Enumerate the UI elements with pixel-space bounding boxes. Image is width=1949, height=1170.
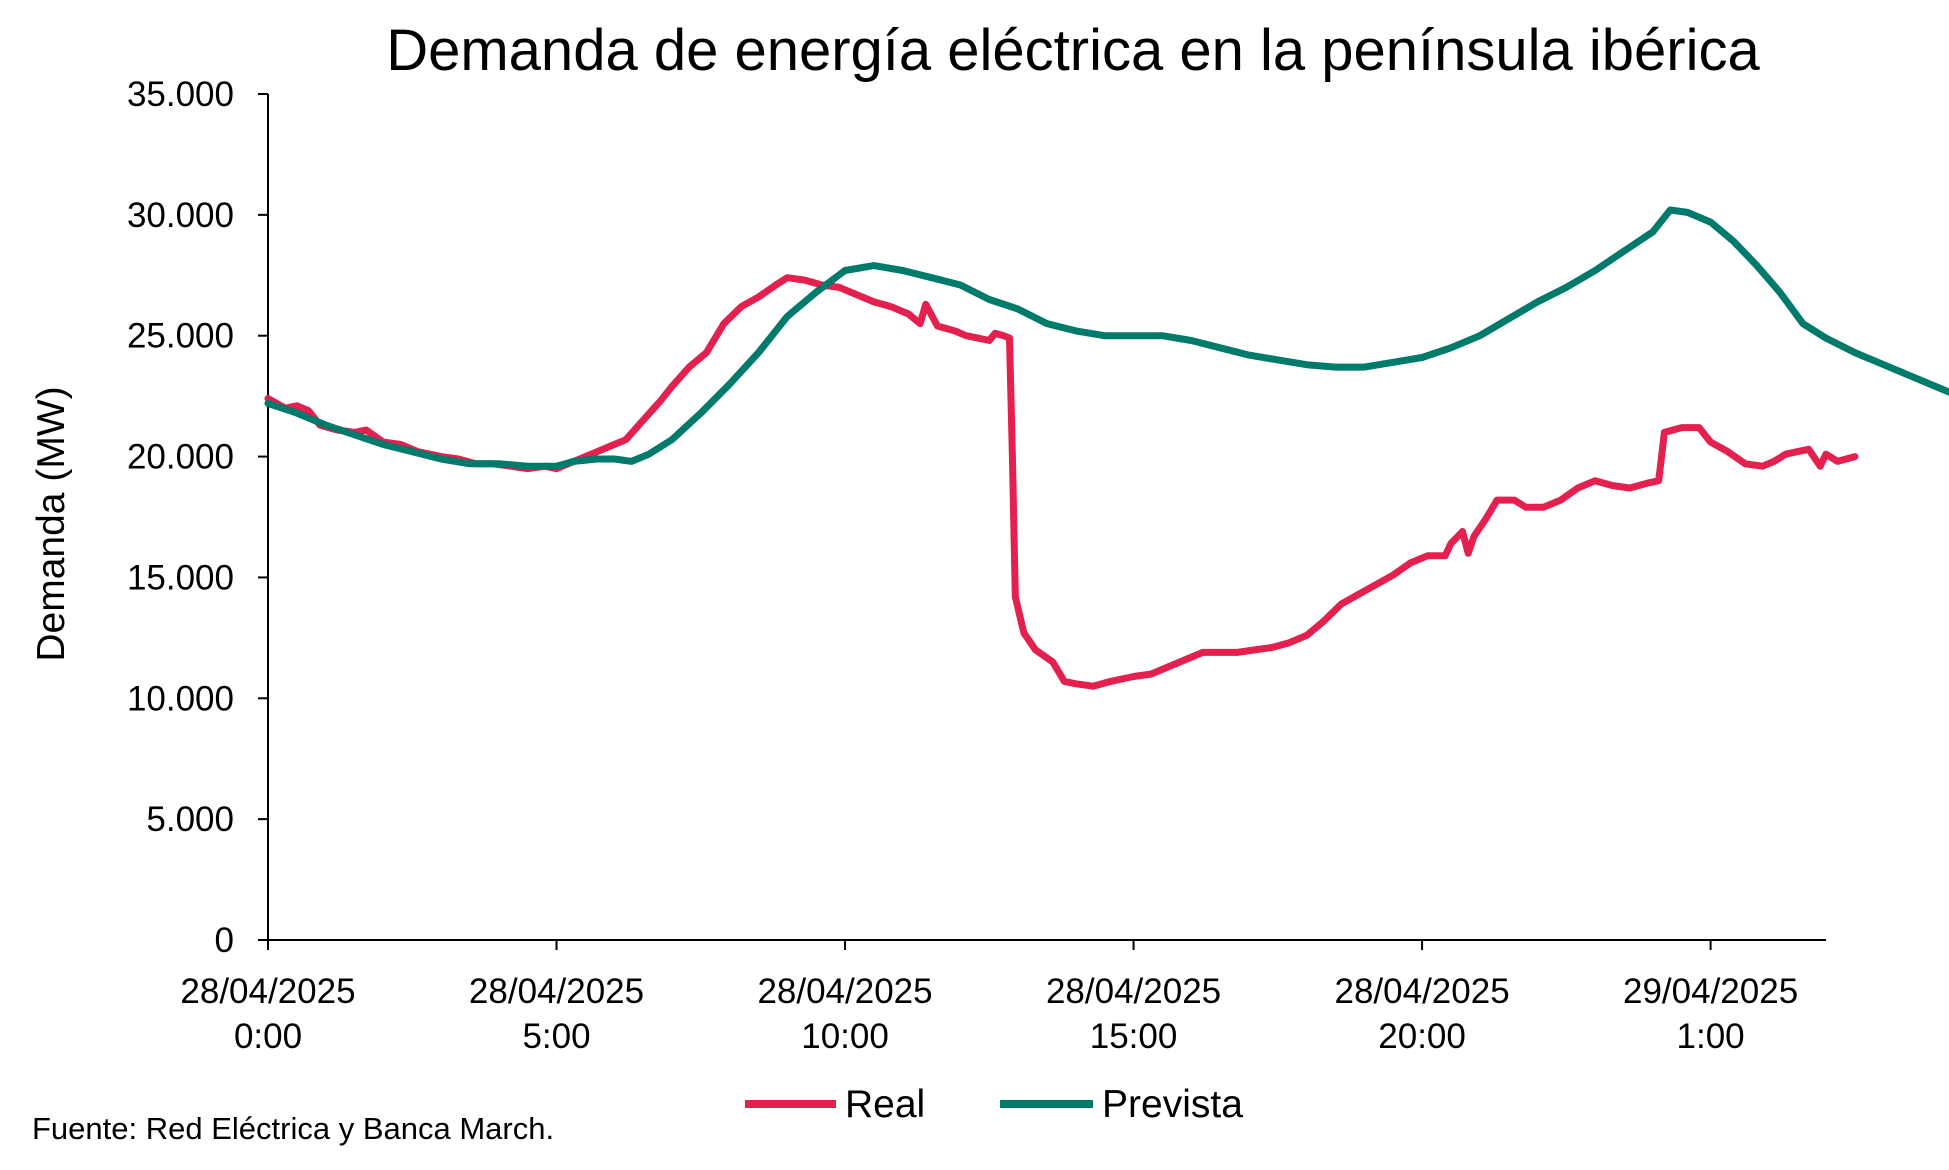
- x-tick-label: 20:00: [1378, 1017, 1466, 1056]
- x-tick-label: 28/04/2025: [180, 972, 355, 1011]
- source-note: Fuente: Red Eléctrica y Banca March.: [32, 1111, 555, 1146]
- x-tick-label: 28/04/2025: [469, 972, 644, 1011]
- x-tick-label: 28/04/2025: [757, 972, 932, 1011]
- y-tick-label: 0: [215, 921, 234, 960]
- y-tick-label: 30.000: [127, 196, 234, 235]
- y-tick-label: 10.000: [127, 679, 234, 718]
- x-tick-label: 0:00: [234, 1017, 302, 1056]
- x-tick-label: 15:00: [1090, 1017, 1178, 1056]
- x-tick-label: 10:00: [801, 1017, 889, 1056]
- y-tick-label: 35.000: [127, 75, 234, 114]
- legend: Real Prevista: [745, 1083, 1243, 1126]
- x-tick-label: 1:00: [1677, 1017, 1745, 1056]
- chart-title: Demanda de energía eléctrica en la penín…: [386, 18, 1760, 83]
- series-line-real: [264, 274, 1859, 690]
- legend-label-real: Real: [845, 1083, 925, 1126]
- series-lines: [264, 206, 1949, 690]
- y-tick-label: 15.000: [127, 558, 234, 597]
- x-tick-label: 28/04/2025: [1046, 972, 1221, 1011]
- y-tick-label: 20.000: [127, 438, 234, 477]
- x-tick-label: 5:00: [522, 1017, 590, 1056]
- y-tick-label: 25.000: [127, 317, 234, 356]
- y-tick-label: 5.000: [146, 800, 234, 839]
- x-axis-ticks: 28/04/2025 0:00 28/04/2025 5:00 28/04/2025 10…: [180, 940, 1798, 1056]
- series-line-prevista: [264, 206, 1949, 470]
- x-tick-label: 29/04/2025: [1623, 972, 1798, 1011]
- y-axis-ticks: 0 5.000 10.000 15.000 20.000 25.000 30.000 35.0…: [127, 75, 268, 960]
- legend-label-prevista: Prevista: [1102, 1083, 1243, 1126]
- x-tick-label: 28/04/2025: [1334, 972, 1509, 1011]
- y-axis-label: Demanda (MW): [30, 386, 73, 661]
